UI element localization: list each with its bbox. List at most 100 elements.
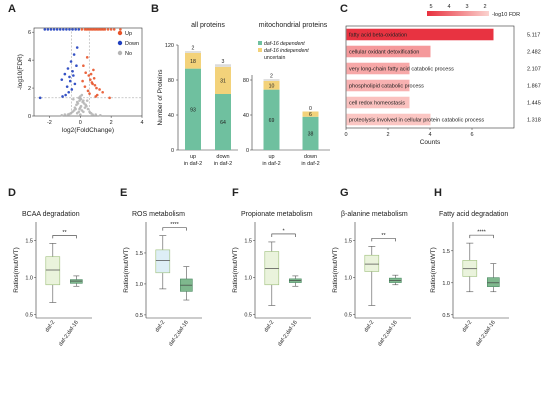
y-axis-label: -log10(FDR) bbox=[17, 54, 24, 90]
bar-value-label: 2 bbox=[270, 74, 273, 80]
point-down bbox=[71, 28, 74, 31]
y-tick-label-mito: 40 bbox=[243, 113, 249, 119]
panel-letter-e: E bbox=[120, 187, 127, 199]
x-category-label: daf-2;daf-16 bbox=[377, 320, 399, 348]
colorbar-tick: 4 bbox=[447, 4, 450, 10]
point-down bbox=[69, 60, 73, 63]
box-iqr bbox=[45, 256, 61, 286]
y-tick-label: 4 bbox=[28, 58, 31, 64]
fdr-value-label: 5.117 bbox=[527, 33, 540, 39]
colorbar-tick: 3 bbox=[465, 4, 468, 10]
box-iqr bbox=[264, 251, 280, 286]
point-down bbox=[75, 64, 78, 68]
significance-bracket bbox=[162, 227, 187, 231]
significance-stars: **** bbox=[170, 222, 179, 228]
y-tick-label: 120 bbox=[165, 43, 174, 49]
bar-segment bbox=[263, 80, 280, 90]
legend-marker-down bbox=[117, 40, 123, 46]
bar-value-label: 10 bbox=[269, 83, 275, 89]
fdr-value-label: 1.867 bbox=[527, 84, 541, 90]
bar-segment bbox=[215, 64, 231, 67]
point-no bbox=[82, 110, 85, 114]
legend-label: daf-16 independent bbox=[264, 48, 309, 54]
x-category-label: up bbox=[268, 154, 274, 160]
box-iqr bbox=[70, 279, 83, 284]
panel-letter-d: D bbox=[8, 187, 16, 199]
point-up bbox=[103, 28, 107, 31]
point-down bbox=[68, 79, 72, 83]
y-tick-label: 0.5 bbox=[135, 313, 143, 319]
point-no bbox=[63, 113, 67, 116]
term-label: fatty acid beta-oxidation bbox=[349, 33, 407, 39]
bar-value-label: 2 bbox=[192, 46, 195, 52]
panel-letter-f: F bbox=[232, 187, 239, 199]
x-category-label: daf-2;daf-16 bbox=[168, 320, 190, 348]
point-down bbox=[61, 95, 64, 98]
point-up bbox=[98, 88, 101, 91]
point-up bbox=[88, 92, 91, 95]
point-no bbox=[79, 104, 83, 108]
box-iqr bbox=[487, 277, 500, 287]
panel-title: Propionate metabolism bbox=[241, 211, 313, 218]
box-iqr bbox=[155, 249, 171, 274]
point-up bbox=[112, 28, 116, 31]
legend-label: uncertain bbox=[264, 55, 285, 61]
y-axis-label: Ratios(mut/WT) bbox=[123, 247, 130, 293]
point-down bbox=[77, 28, 81, 31]
x-category-label: daf-2 bbox=[44, 320, 56, 334]
colorbar-tick: 5 bbox=[429, 4, 432, 10]
box-iqr bbox=[289, 278, 302, 283]
point-down bbox=[58, 28, 62, 31]
point-up bbox=[84, 71, 87, 74]
bar-value-label: 18 bbox=[190, 59, 196, 65]
point-up bbox=[91, 82, 94, 86]
panel-title: Fatty acid degradation bbox=[439, 211, 508, 218]
x-axis-label: log2(FoldChange) bbox=[62, 127, 114, 134]
x-category-label: up bbox=[190, 154, 196, 160]
fdr-value-label: 1.445 bbox=[527, 101, 541, 107]
panel-letter-b: B bbox=[151, 3, 159, 15]
x-tick-label: 2 bbox=[110, 120, 113, 126]
point-up bbox=[89, 78, 92, 81]
point-down bbox=[46, 28, 50, 31]
box-iqr bbox=[364, 254, 380, 272]
point-no bbox=[78, 113, 82, 116]
fdr-value-label: 1.318 bbox=[527, 118, 541, 124]
point-no bbox=[66, 113, 70, 116]
point-down bbox=[62, 28, 65, 31]
enrichment-bar bbox=[346, 62, 410, 75]
significance-bracket bbox=[52, 235, 77, 239]
y-tick-label: 1.5 bbox=[135, 251, 143, 257]
enrichment-bar bbox=[346, 28, 494, 41]
y-tick-label: 0 bbox=[171, 148, 174, 154]
volcano-plot: -2 0 2 4 0 2 4 6 log2(FoldChange) -log10(FDR) Up Do… bbox=[17, 27, 144, 134]
legend-swatch bbox=[258, 48, 262, 52]
boxplot-propionate: Propionate metabolism 0.5 1.0 1.5 Ratios(mut… bbox=[232, 211, 313, 347]
point-no bbox=[82, 99, 85, 102]
significance-stars: ** bbox=[62, 230, 67, 236]
legend-swatch bbox=[258, 41, 262, 45]
bar-segment bbox=[185, 52, 201, 69]
legend-label-down: Down bbox=[125, 41, 139, 47]
bar-value-label: 64 bbox=[220, 120, 226, 126]
panel-letter-a: A bbox=[8, 3, 16, 15]
point-up bbox=[89, 72, 93, 76]
y-tick-label: 1.0 bbox=[442, 281, 450, 287]
fdr-value-label: 2.107 bbox=[527, 67, 541, 73]
point-down bbox=[74, 28, 77, 31]
panel-title: BCAA degradation bbox=[22, 211, 80, 218]
point-up bbox=[109, 28, 113, 31]
y-axis-label: Number of Proteins bbox=[157, 69, 164, 126]
point-no bbox=[78, 97, 82, 100]
bar-segment bbox=[185, 51, 201, 53]
y-tick-label: 1.0 bbox=[344, 275, 352, 281]
panel-title: ROS metabolism bbox=[132, 211, 185, 218]
y-tick-label: 0.5 bbox=[25, 312, 33, 318]
x-tick-label: 2 bbox=[386, 132, 389, 138]
point-down bbox=[65, 85, 69, 88]
panel-letter-c: C bbox=[340, 3, 348, 15]
point-down bbox=[63, 72, 67, 76]
point-down bbox=[49, 28, 53, 31]
enrichment-bar bbox=[346, 96, 410, 109]
point-no bbox=[75, 103, 78, 107]
